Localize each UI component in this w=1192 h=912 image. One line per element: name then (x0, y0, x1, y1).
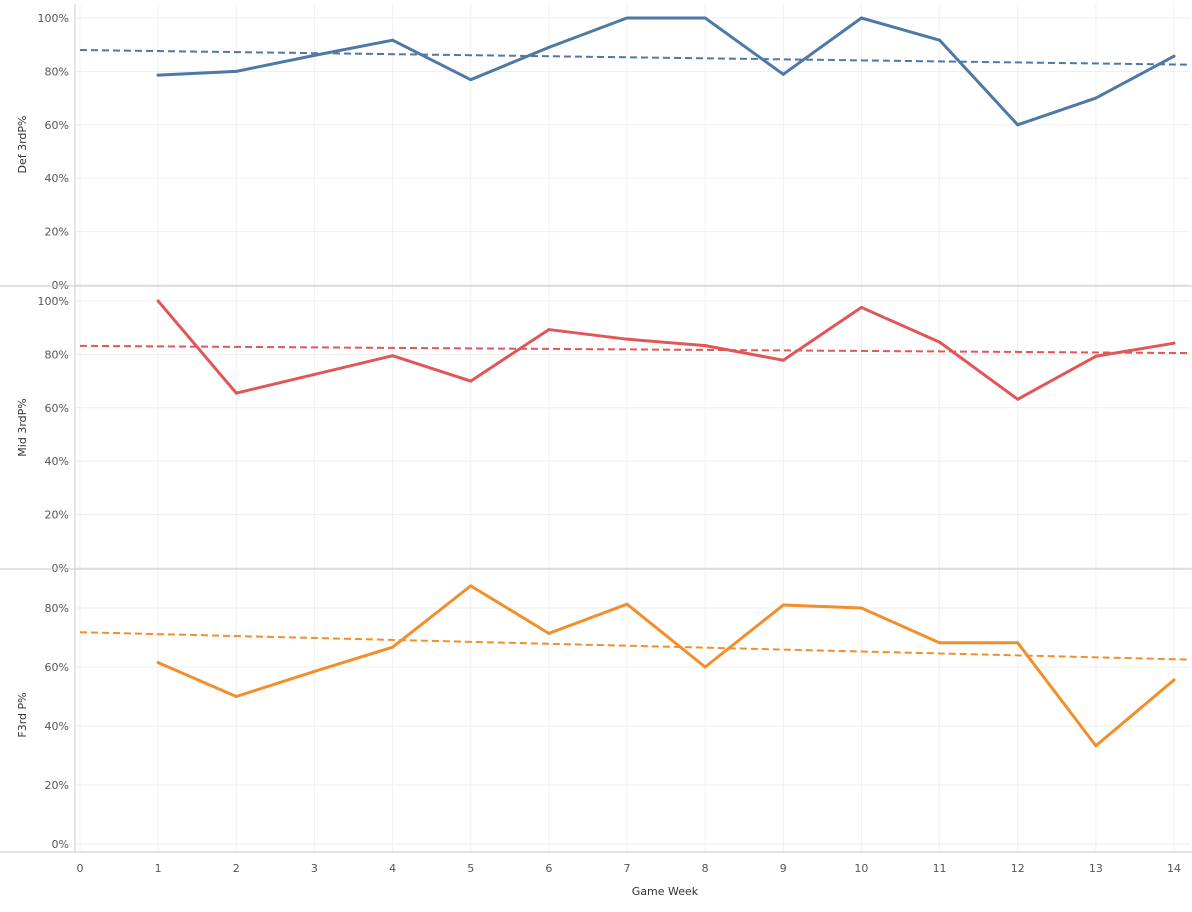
data-point (234, 69, 238, 73)
data-point (1172, 54, 1176, 58)
y-tick-label: 80% (45, 65, 69, 78)
x-tick-label: 4 (389, 862, 396, 875)
data-point (859, 16, 863, 20)
x-tick-label: 5 (467, 862, 474, 875)
data-point (1172, 678, 1176, 682)
x-tick-label: 10 (854, 862, 868, 875)
x-tick-label: 6 (545, 862, 552, 875)
data-point (1016, 123, 1020, 127)
x-tick-label: 14 (1167, 862, 1181, 875)
data-point (938, 641, 942, 645)
y-tick-label: 60% (45, 119, 69, 132)
data-point (312, 372, 316, 376)
data-point (156, 661, 160, 665)
data-point (859, 606, 863, 610)
data-point (1094, 96, 1098, 100)
data-point (703, 344, 707, 348)
data-point (547, 328, 551, 332)
x-tick-label: 7 (624, 862, 631, 875)
data-point (234, 695, 238, 698)
data-point (859, 305, 863, 309)
y-tick-label: 60% (45, 661, 69, 674)
x-tick-label: 11 (933, 862, 947, 875)
data-point (625, 337, 629, 341)
y-tick-label: 40% (45, 455, 69, 468)
x-axis-title: Game Week (632, 885, 699, 898)
data-point (625, 602, 629, 606)
y-axis-label: Def 3rdP% (16, 115, 29, 173)
panel-2: 0%20%40%60%80%100%Mid 3rdP% (16, 295, 1191, 575)
y-tick-label: 80% (45, 348, 69, 361)
data-point (391, 354, 395, 358)
x-tick-label: 8 (702, 862, 709, 875)
y-tick-label: 20% (45, 226, 69, 239)
series-line (156, 16, 1176, 127)
data-point (391, 38, 395, 42)
data-point (547, 631, 551, 635)
x-tick-label: 9 (780, 862, 787, 875)
y-axis-label: F3rd P% (16, 692, 29, 737)
data-point (156, 73, 160, 77)
x-tick-label: 1 (155, 862, 162, 875)
data-point (1016, 641, 1020, 645)
data-point (1016, 397, 1020, 401)
y-axis-label: Mid 3rdP% (16, 398, 29, 456)
x-tick-label: 0 (77, 862, 84, 875)
x-tick-label: 13 (1089, 862, 1103, 875)
data-point (703, 16, 707, 20)
series-line (156, 584, 1176, 748)
data-point (469, 78, 473, 82)
panel-3: 0% 20% 40% 60% 80% F3rd P% (16, 584, 1191, 851)
trend-line (79, 631, 1191, 661)
panel-1: 0%20%40%60%80%100%Def 3rdP% (16, 12, 1191, 292)
x-tick-label: 12 (1011, 862, 1025, 875)
trend-line (79, 49, 1191, 66)
data-point (938, 340, 942, 344)
y-tick-label: 0% (52, 838, 69, 851)
data-point (781, 603, 785, 607)
y-tick-label: 100% (38, 12, 69, 25)
data-point (703, 665, 707, 669)
y-tick-label: 40% (45, 720, 69, 733)
data-point (1172, 341, 1176, 345)
data-point (781, 358, 785, 362)
data-point (1094, 744, 1098, 748)
y-tick-label: 60% (45, 402, 69, 415)
data-point (469, 584, 473, 588)
series-line (156, 299, 1176, 401)
y-tick-label: 80% (45, 602, 69, 615)
data-point (234, 391, 238, 395)
y-tick-label: 40% (45, 172, 69, 185)
data-point (1094, 354, 1098, 358)
trend-line (79, 344, 1191, 355)
x-tick-label: 2 (233, 862, 240, 875)
y-tick-label: 20% (45, 779, 69, 792)
data-point (547, 45, 551, 49)
data-point (156, 299, 160, 303)
data-point (312, 669, 316, 673)
x-tick-label: 3 (311, 862, 318, 875)
data-point (938, 38, 942, 42)
data-point (312, 53, 316, 57)
data-point (469, 379, 473, 383)
y-tick-label: 20% (45, 509, 69, 522)
data-point (781, 72, 785, 76)
data-point (625, 16, 629, 20)
y-tick-label: 100% (38, 295, 69, 308)
data-point (391, 645, 395, 649)
